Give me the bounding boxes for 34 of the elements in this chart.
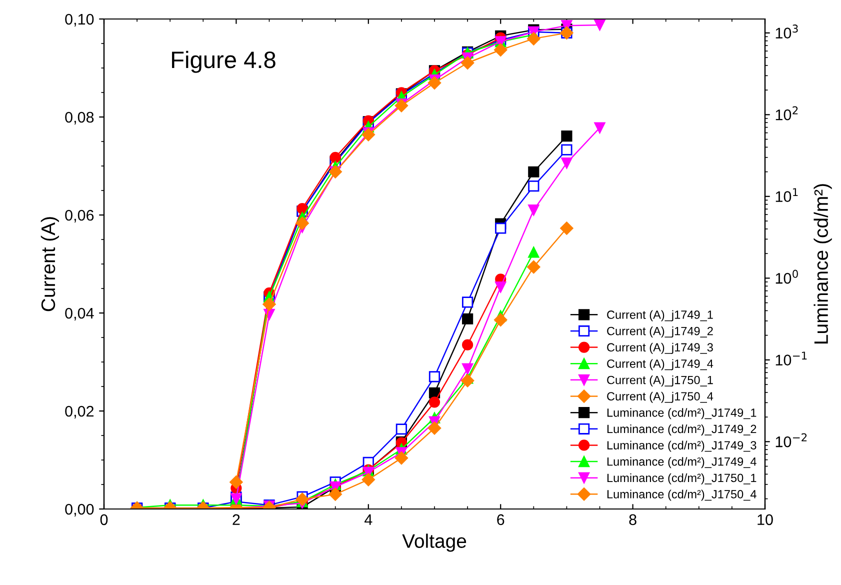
x-tick-label: 0 [100,514,108,526]
y2-tick-label: 10$^{2}$ [776,106,798,120]
y2-axis-title: Luminance (cd/m²) [814,184,832,344]
y2-tick-label: 10$^{0}$ [776,270,798,284]
y-tick-label: 0,06 [65,210,94,222]
y-axis-title: Current (A) [40,217,59,312]
y2-tick-label: 10$^{3}$ [776,24,798,38]
y-tick-label: 0,04 [65,308,94,320]
annotation: Figure 4.8 [172,50,276,73]
y-tick-label: 0,08 [65,112,94,124]
legend-label: Luminance (cd/m²)_J1749_4 [607,457,756,468]
y-tick-label: 0,10 [65,14,94,26]
x-tick-label: 6 [497,514,504,526]
x-tick-label: 4 [364,514,372,525]
x-tick-label: 2 [232,514,240,525]
legend-label: Current (A)_j1749_4 [607,359,714,370]
y2-tick-label: 10$^{−2}$ [776,433,807,448]
x-axis-title: Voltage [402,534,466,552]
y2-tick-label: 10$^{1}$ [776,188,798,202]
legend-label: Luminance (cd/m²)_J1749_1 [607,408,756,420]
legend-label: Luminance (cd/m²)_J1750_4 [607,490,756,501]
legend-label: Current (A)_j1750_4 [607,392,714,403]
legend-label: Current (A)_j1749_1 [607,310,713,322]
legend-label: Luminance (cd/m²)_J1749_3 [607,440,756,452]
legend-label: Current (A)_j1749_2 [607,326,713,338]
legend-label: Current (A)_j1749_3 [607,342,713,354]
y2-tick-label: 10$^{−1}$ [776,352,807,366]
x-tick-label: 10 [758,514,773,526]
legend-label: Luminance (cd/m²)_J1750_1 [607,473,756,484]
y-tick-label: 0,02 [65,406,94,418]
legend-label: Luminance (cd/m²)_J1749_2 [607,424,756,436]
y-tick-label: 0,00 [65,504,94,516]
legend-label: Current (A)_j1750_1 [607,376,713,387]
x-tick-label: 8 [629,514,636,526]
